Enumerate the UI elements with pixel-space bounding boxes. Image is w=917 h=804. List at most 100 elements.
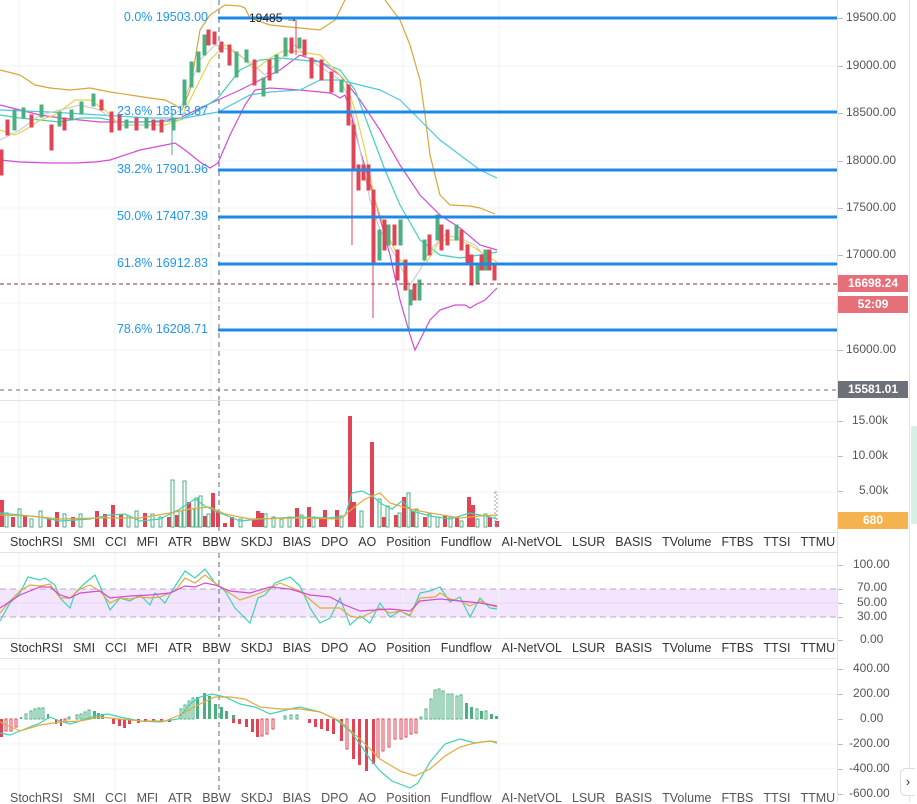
tab-ai-netvol[interactable]: AI-NetVOL [501, 535, 562, 549]
price-axis[interactable]: 19500.00 19000.00 18500.00 18000.00 1750… [837, 0, 909, 802]
side-panel-edge [909, 0, 917, 802]
fib-label-61-8: 61.8% 16912.83 [116, 256, 208, 270]
rsi-tick: 70.00 [857, 580, 888, 594]
tab-ai-netvol-2[interactable]: AI-NetVOL [501, 641, 562, 655]
fib-label-0: 0.0% 19503.00 [123, 10, 208, 24]
high-annotation: 19485 → [249, 11, 298, 25]
tab-mfi[interactable]: MFI [136, 535, 159, 549]
price-chart[interactable] [0, 0, 837, 400]
expand-panel-button[interactable]: › [900, 768, 915, 796]
tab-ttsi-3[interactable]: TTSI [763, 792, 791, 804]
macd-tick: -400.00 [849, 761, 890, 775]
tab-bias-3[interactable]: BIAS [282, 792, 312, 804]
countdown-tag: 52:09 [838, 296, 908, 313]
tab-fundflow[interactable]: Fundflow [440, 535, 492, 549]
tab-ai-netvol-3[interactable]: AI-NetVOL [501, 792, 562, 804]
tab-lsur-3[interactable]: LSUR [571, 792, 606, 804]
price-tick: 18000.00 [846, 153, 897, 167]
tab-bias[interactable]: BIAS [282, 535, 312, 549]
tab-ao[interactable]: AO [358, 535, 377, 549]
tab-fundflow-2[interactable]: Fundflow [440, 641, 492, 655]
tab-dpo[interactable]: DPO [321, 535, 349, 549]
fib-label-23-6: 23.6% 18513.87 [116, 104, 208, 118]
tab-cci-3[interactable]: CCI [105, 792, 127, 804]
fib-label-38-2: 38.2% 17901.96 [116, 162, 208, 176]
tab-smi-2[interactable]: SMI [72, 641, 96, 655]
volume-tick: 15.00k [852, 413, 889, 427]
tab-ao-2[interactable]: AO [358, 641, 377, 655]
indicator-tabs-bottom: StochRSI SMI CCI MFI ATR BBW SKDJ BIAS D… [0, 638, 836, 658]
tab-atr-3[interactable]: ATR [168, 792, 193, 804]
tab-lsur-2[interactable]: LSUR [571, 641, 606, 655]
fib-label-78-6: 78.6% 16208.71 [116, 322, 208, 336]
tab-bias-2[interactable]: BIAS [282, 641, 312, 655]
tab-basis[interactable]: BASIS [615, 535, 653, 549]
rsi-chart[interactable] [0, 553, 837, 637]
tab-ttmu-2[interactable]: TTMU [800, 641, 836, 655]
fib-label-50: 50.0% 17407.39 [116, 209, 208, 223]
side-panel-preview [911, 426, 917, 524]
macd-tick: 0.00 [860, 711, 884, 725]
rsi-tick: 100.00 [853, 557, 890, 571]
macd-tick: -200.00 [849, 736, 890, 750]
macd-tick: 400.00 [853, 661, 890, 675]
tab-ao-3[interactable]: AO [358, 792, 377, 804]
tab-cci[interactable]: CCI [105, 535, 127, 549]
tab-basis-2[interactable]: BASIS [615, 641, 653, 655]
volume-tick: 10.00k [852, 448, 889, 462]
tab-bbw[interactable]: BBW [202, 535, 231, 549]
tab-lsur[interactable]: LSUR [571, 535, 606, 549]
tab-tvolume[interactable]: TVolume [662, 535, 712, 549]
crosshair-price-tag: 15581.01 [838, 381, 908, 398]
tab-cci-2[interactable]: CCI [105, 641, 127, 655]
volume-tick: 5.00k [859, 483, 889, 497]
rsi-tick: 50.00 [857, 595, 888, 609]
tab-ftbs[interactable]: FTBS [721, 535, 754, 549]
tab-ftbs-2[interactable]: FTBS [721, 641, 754, 655]
tab-skdj-2[interactable]: SKDJ [240, 641, 273, 655]
tab-smi-3[interactable]: SMI [72, 792, 96, 804]
tab-skdj-3[interactable]: SKDJ [240, 792, 273, 804]
macd-chart[interactable] [0, 659, 837, 793]
tab-ttsi-2[interactable]: TTSI [763, 641, 791, 655]
indicator-tabs-top: StochRSI SMI CCI MFI ATR BBW SKDJ BIAS D… [0, 532, 836, 552]
tab-tvolume-3[interactable]: TVolume [662, 792, 712, 804]
tab-basis-3[interactable]: BASIS [615, 792, 653, 804]
tab-skdj[interactable]: SKDJ [240, 535, 273, 549]
price-tick: 16000.00 [846, 342, 897, 356]
tab-mfi-3[interactable]: MFI [136, 792, 159, 804]
volume-current-tag: 680 [838, 512, 908, 529]
tab-position[interactable]: Position [386, 535, 431, 549]
tab-atr[interactable]: ATR [168, 535, 193, 549]
tab-atr-2[interactable]: ATR [168, 641, 193, 655]
tab-dpo-2[interactable]: DPO [321, 641, 349, 655]
tab-stochrsi-3[interactable]: StochRSI [10, 792, 63, 804]
price-tick: 19500.00 [846, 10, 897, 24]
price-tick: 17500.00 [846, 200, 897, 214]
rsi-tick: 30.00 [857, 609, 888, 623]
tab-stochrsi[interactable]: StochRSI [10, 535, 63, 549]
tab-tvolume-2[interactable]: TVolume [662, 641, 712, 655]
tab-bbw-2[interactable]: BBW [202, 641, 231, 655]
tab-position-3[interactable]: Position [386, 792, 431, 804]
tab-fundflow-3[interactable]: Fundflow [440, 792, 492, 804]
tab-bbw-3[interactable]: BBW [202, 792, 231, 804]
last-price-tag: 16698.24 [838, 275, 908, 292]
price-tick: 19000.00 [846, 58, 897, 72]
tab-smi[interactable]: SMI [72, 535, 96, 549]
tab-ttmu[interactable]: TTMU [800, 535, 836, 549]
candles [0, 20, 497, 330]
macd-tick: -600.00 [849, 786, 890, 800]
fibonacci-lines [218, 16, 837, 332]
tab-dpo-3[interactable]: DPO [321, 792, 349, 804]
tab-position-2[interactable]: Position [386, 641, 431, 655]
tab-ftbs-3[interactable]: FTBS [721, 792, 754, 804]
macd-tick: 200.00 [853, 686, 890, 700]
volume-chart[interactable] [0, 401, 837, 531]
price-tick: 18500.00 [846, 105, 897, 119]
tab-ttsi[interactable]: TTSI [763, 535, 791, 549]
tab-mfi-2[interactable]: MFI [136, 641, 159, 655]
tab-ttmu-3[interactable]: TTMU [800, 792, 836, 804]
price-tick: 17000.00 [846, 247, 897, 261]
tab-stochrsi-2[interactable]: StochRSI [10, 641, 63, 655]
